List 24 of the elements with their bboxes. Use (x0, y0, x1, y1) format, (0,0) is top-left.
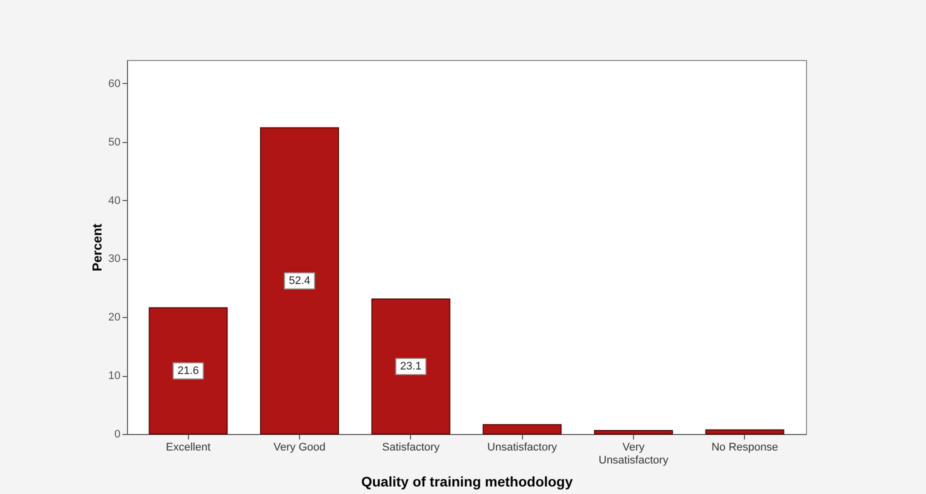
y-tick-label: 10 (108, 370, 120, 382)
bar (705, 429, 784, 434)
bar (482, 424, 562, 434)
x-tick-label: Very Unsatisfactory (598, 442, 669, 466)
bar (371, 298, 450, 434)
y-tick-label: 0 (114, 428, 120, 440)
y-tick-label: 40 (108, 194, 120, 207)
y-tick-label: 30 (108, 253, 120, 266)
x-tick-label: No Response (711, 442, 778, 454)
bar (594, 430, 673, 434)
x-tick-label: Satisfactory (382, 442, 440, 454)
x-tick-label: Excellent (166, 442, 211, 454)
data-label: 52.4 (288, 274, 310, 287)
y-tick-label: 50 (108, 136, 120, 148)
x-tick-label: Very Good (274, 442, 326, 454)
x-tick-label: Unsatisfactory (487, 442, 558, 454)
bar (148, 307, 228, 434)
data-label: 23.1 (400, 360, 422, 373)
y-tick-label: 60 (108, 78, 120, 90)
y-tick-label: 20 (108, 312, 120, 324)
data-label: 21.6 (178, 364, 199, 377)
bar (260, 127, 339, 434)
y-axis-title: Percent (89, 222, 104, 272)
x-axis-title: Quality of training methodology (361, 474, 573, 490)
